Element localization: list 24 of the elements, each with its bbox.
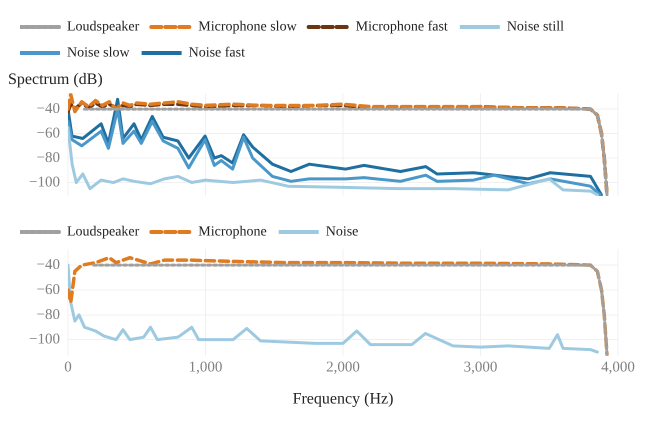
x-tick-label: 4,000	[601, 360, 635, 376]
legend-label: Noise fast	[188, 46, 246, 61]
x-tick-label: 1,000	[188, 360, 222, 376]
y-axis-title: Spectrum (dB)	[8, 70, 103, 88]
y-tick-label: −40	[36, 101, 60, 118]
legend-label: Microphone fast	[356, 20, 448, 35]
y-tick-label: −60	[36, 126, 60, 142]
x-tick-label: 0	[64, 360, 72, 376]
x-axis-title: Frequency (Hz)	[292, 390, 394, 408]
legend-label: Noise slow	[67, 46, 130, 61]
y-tick-label: −100	[29, 174, 60, 190]
y-tick-label: −60	[36, 282, 60, 298]
legend-label: Microphone slow	[198, 20, 298, 35]
y-tick-label: −40	[36, 257, 60, 274]
legend-label: Noise	[326, 224, 358, 240]
legend-label: Loudspeaker	[67, 224, 140, 240]
x-tick-label: 3,000	[464, 360, 498, 376]
y-tick-label: −80	[36, 306, 60, 323]
legend-label: Noise still	[506, 20, 564, 35]
x-tick-label: 2,000	[326, 360, 360, 376]
y-tick-label: −80	[36, 150, 60, 166]
legend-label: Loudspeaker	[67, 20, 140, 35]
legend-label: Microphone	[198, 224, 267, 240]
y-tick-label: −100	[29, 332, 60, 348]
